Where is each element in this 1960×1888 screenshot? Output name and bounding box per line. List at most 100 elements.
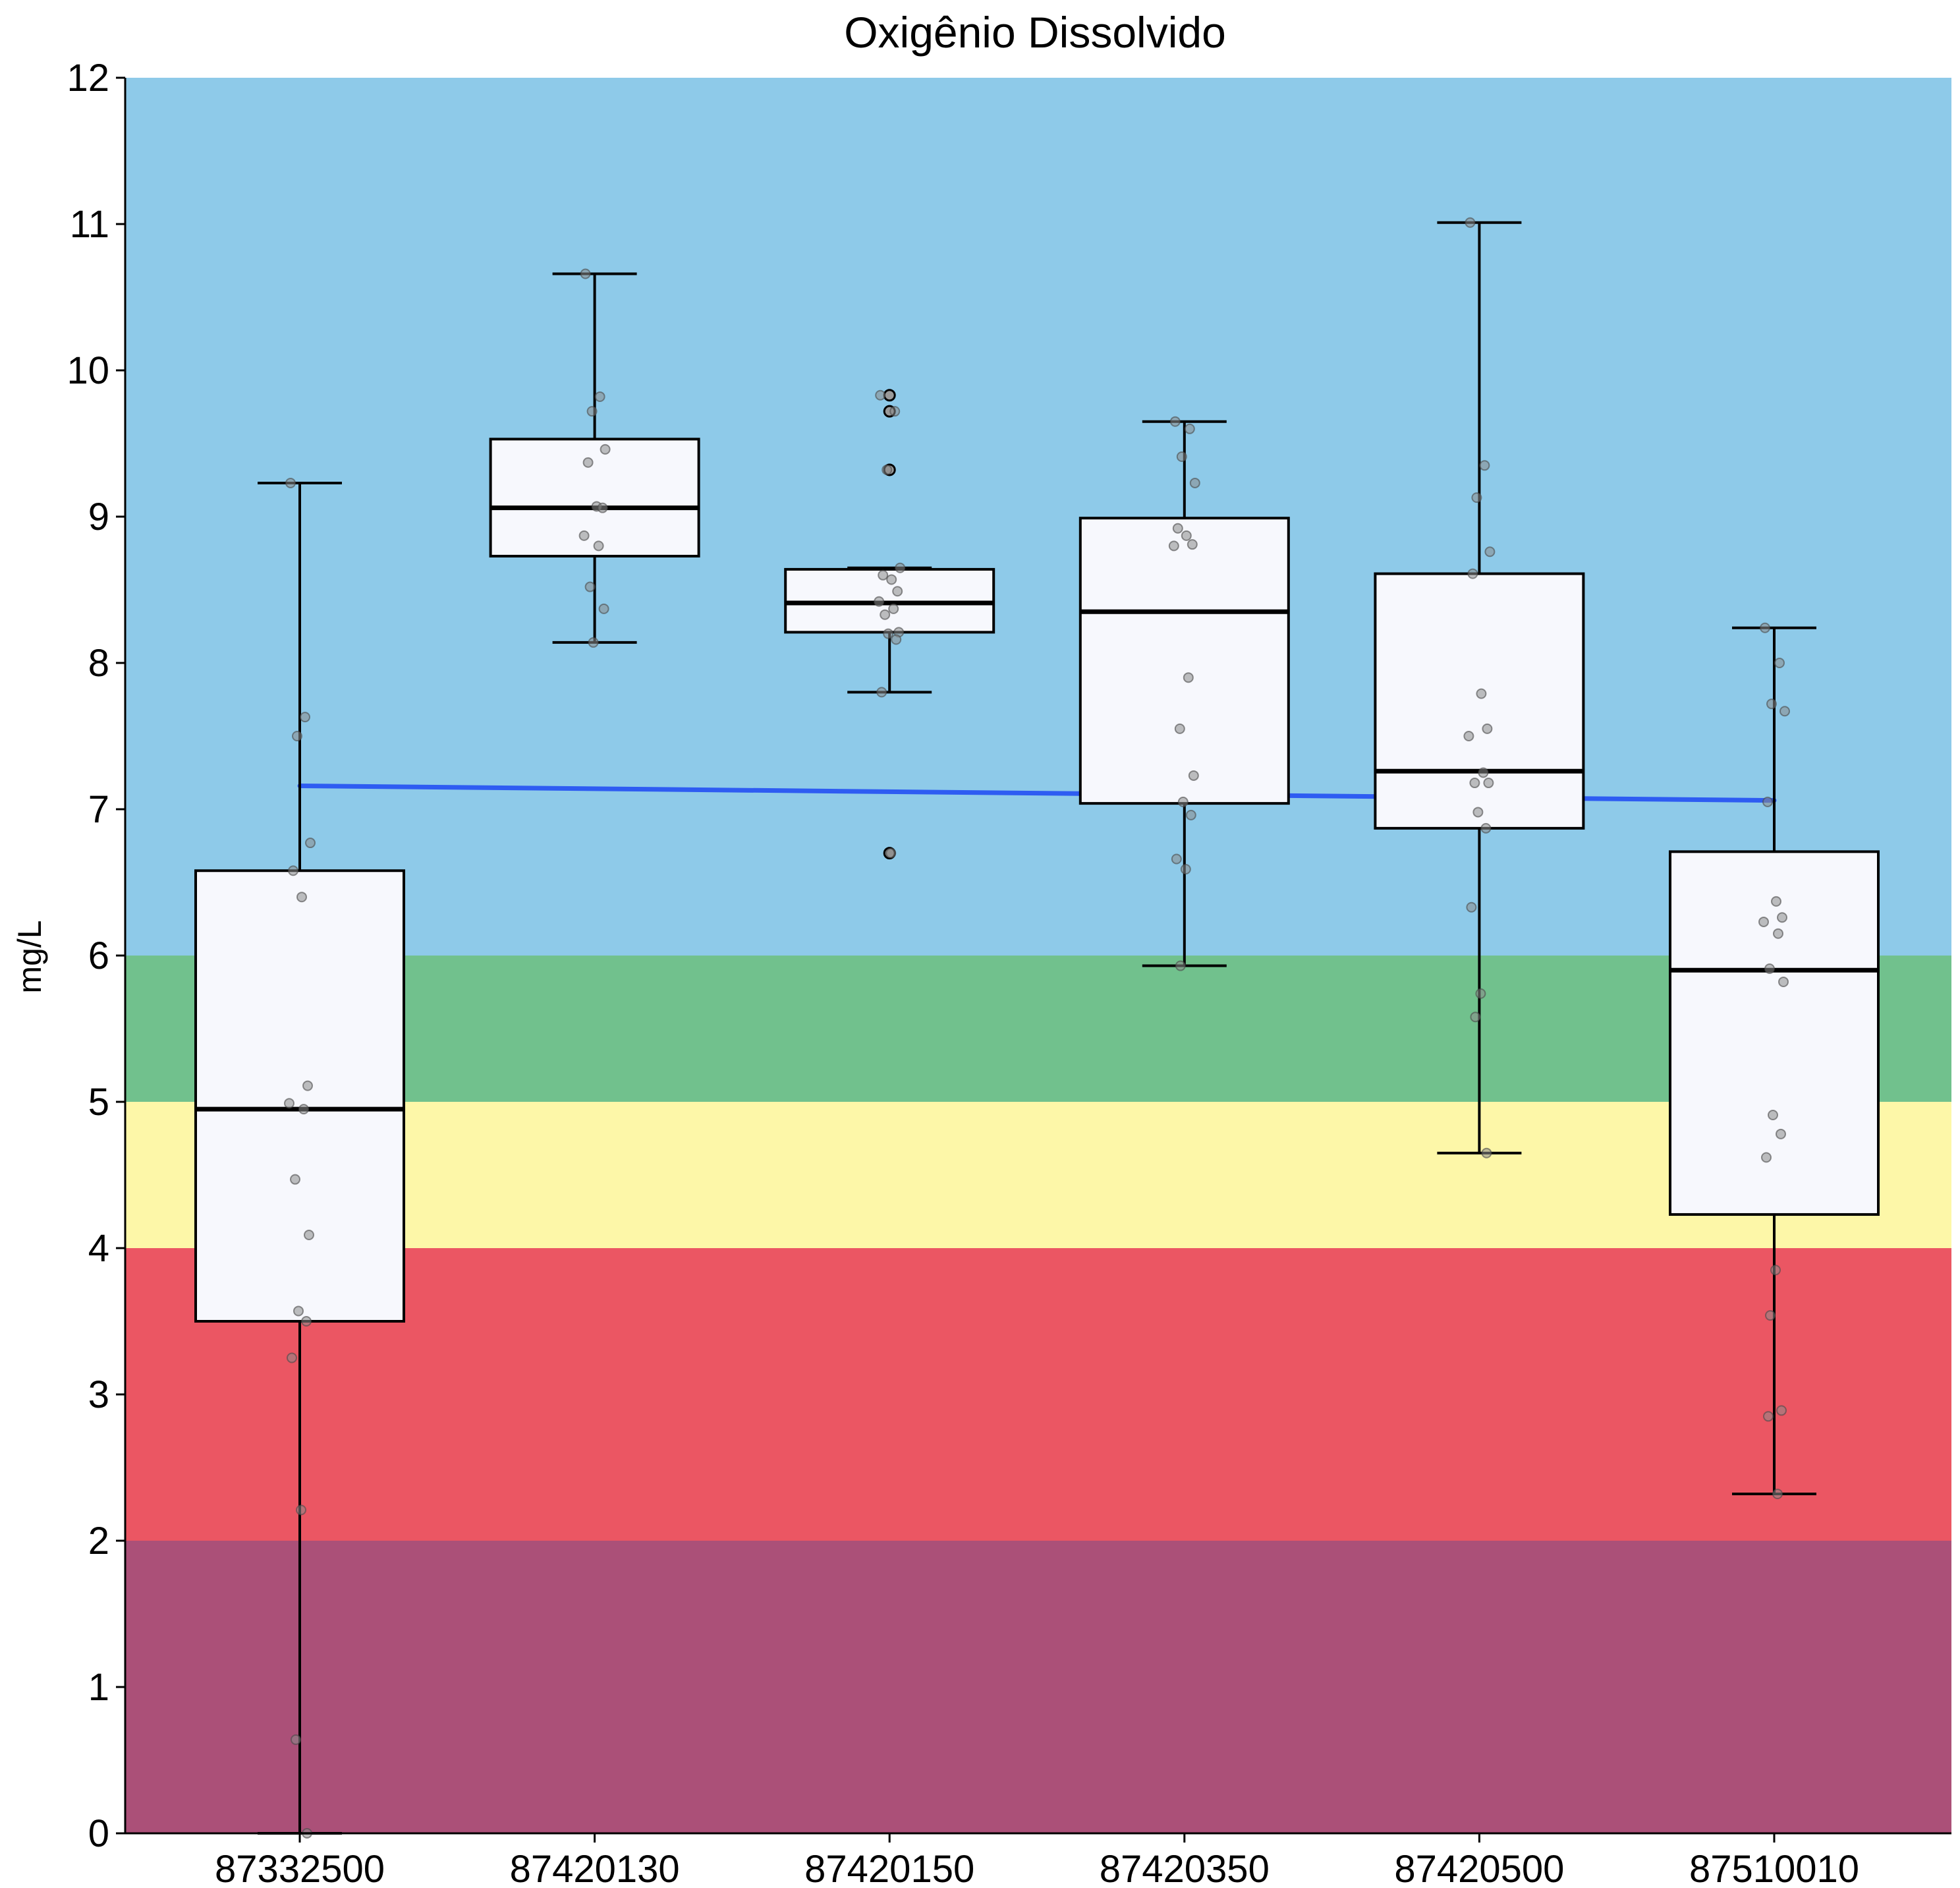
data-point	[1176, 451, 1187, 462]
band-4	[125, 78, 1951, 956]
box-group-87420500	[1374, 217, 1585, 1159]
box-group-87420130	[489, 268, 700, 648]
data-point	[1778, 976, 1789, 987]
data-point	[1180, 864, 1191, 875]
y-tick-label: 11	[70, 203, 109, 246]
data-point	[1475, 988, 1486, 999]
data-point	[889, 406, 901, 417]
data-point	[1472, 807, 1484, 818]
box-group-87420150	[784, 389, 995, 860]
data-point	[1467, 568, 1478, 579]
data-point	[292, 731, 302, 741]
data-point	[875, 389, 886, 401]
data-point	[1466, 901, 1477, 913]
data-point	[300, 712, 310, 723]
data-point	[1763, 1411, 1774, 1422]
data-point	[1177, 796, 1189, 807]
y-tick-label: 12	[67, 57, 109, 100]
y-tick-label: 6	[88, 934, 109, 977]
y-tick-label: 7	[88, 788, 109, 831]
box-body	[1078, 517, 1290, 805]
data-point	[1463, 731, 1474, 741]
data-point	[285, 477, 296, 488]
data-point	[1762, 796, 1773, 807]
box-body	[1374, 572, 1585, 830]
y-tick-label: 2	[88, 1520, 109, 1562]
data-point	[582, 457, 594, 468]
data-point	[305, 838, 316, 849]
data-point	[1779, 706, 1790, 717]
data-point	[1768, 1109, 1778, 1120]
data-point	[287, 1352, 297, 1363]
box-layer	[194, 217, 1880, 1839]
data-point	[600, 443, 611, 455]
x-tick-label-87510010: 87510010	[1689, 1848, 1859, 1888]
data-point	[895, 562, 906, 573]
data-point	[296, 1504, 306, 1516]
data-point	[1481, 1147, 1492, 1159]
data-point	[293, 1305, 304, 1317]
y-tick-label: 0	[88, 1812, 109, 1855]
data-point	[1765, 1310, 1776, 1321]
data-point	[1758, 916, 1769, 927]
y-tick-label: 9	[88, 496, 109, 538]
data-point	[580, 268, 591, 279]
data-point	[1479, 460, 1490, 471]
box-group-87332500	[194, 477, 405, 1839]
data-point	[1776, 1405, 1787, 1416]
data-point	[892, 586, 903, 597]
data-point	[1187, 539, 1198, 550]
data-point	[1470, 1012, 1481, 1023]
data-point	[1465, 217, 1476, 228]
box-body	[489, 438, 700, 558]
data-point	[1761, 1152, 1772, 1163]
data-point	[1772, 1488, 1783, 1499]
data-point	[1483, 778, 1494, 789]
data-point	[1771, 896, 1781, 907]
data-point	[891, 634, 902, 645]
data-point	[1168, 540, 1179, 552]
x-tick-label-87420130: 87420130	[510, 1848, 680, 1888]
data-point	[586, 406, 598, 417]
data-point	[883, 628, 894, 639]
x-tick-label-87420350: 87420350	[1100, 1848, 1270, 1888]
data-point	[1471, 492, 1482, 503]
data-point	[1774, 658, 1785, 668]
data-point	[584, 581, 596, 592]
x-tick-label-87420500: 87420500	[1394, 1848, 1564, 1888]
data-point	[1766, 699, 1777, 710]
box-group-87510010	[1669, 622, 1880, 1499]
data-point	[882, 464, 893, 475]
data-point	[1181, 530, 1192, 541]
data-point	[1185, 809, 1196, 820]
box-body	[194, 869, 405, 1323]
data-point	[1184, 423, 1195, 434]
x-axis: 87332500 87420130 87420150 87420350 87420500…	[125, 1832, 1951, 1888]
data-point	[1480, 822, 1492, 834]
data-point	[874, 596, 885, 607]
data-point	[1764, 963, 1775, 974]
data-point	[304, 1230, 314, 1241]
data-point	[1169, 416, 1181, 427]
y-tick-label: 5	[88, 1081, 109, 1124]
band-2	[125, 1102, 1951, 1248]
data-point	[588, 637, 599, 648]
data-point	[886, 574, 897, 585]
data-point	[1777, 912, 1787, 923]
data-point	[1183, 672, 1194, 683]
data-point	[296, 892, 307, 903]
box-group-87420350	[1078, 416, 1290, 971]
band-1	[125, 1248, 1951, 1541]
data-point	[593, 540, 604, 552]
y-tick-label: 8	[88, 642, 109, 685]
data-point	[1476, 688, 1487, 699]
data-point	[1770, 1265, 1781, 1276]
data-point	[1478, 767, 1489, 778]
data-point	[291, 1734, 301, 1745]
data-point	[594, 391, 605, 402]
data-point	[284, 1098, 294, 1109]
y-tick-label: 4	[88, 1227, 109, 1270]
data-point	[1760, 622, 1770, 633]
